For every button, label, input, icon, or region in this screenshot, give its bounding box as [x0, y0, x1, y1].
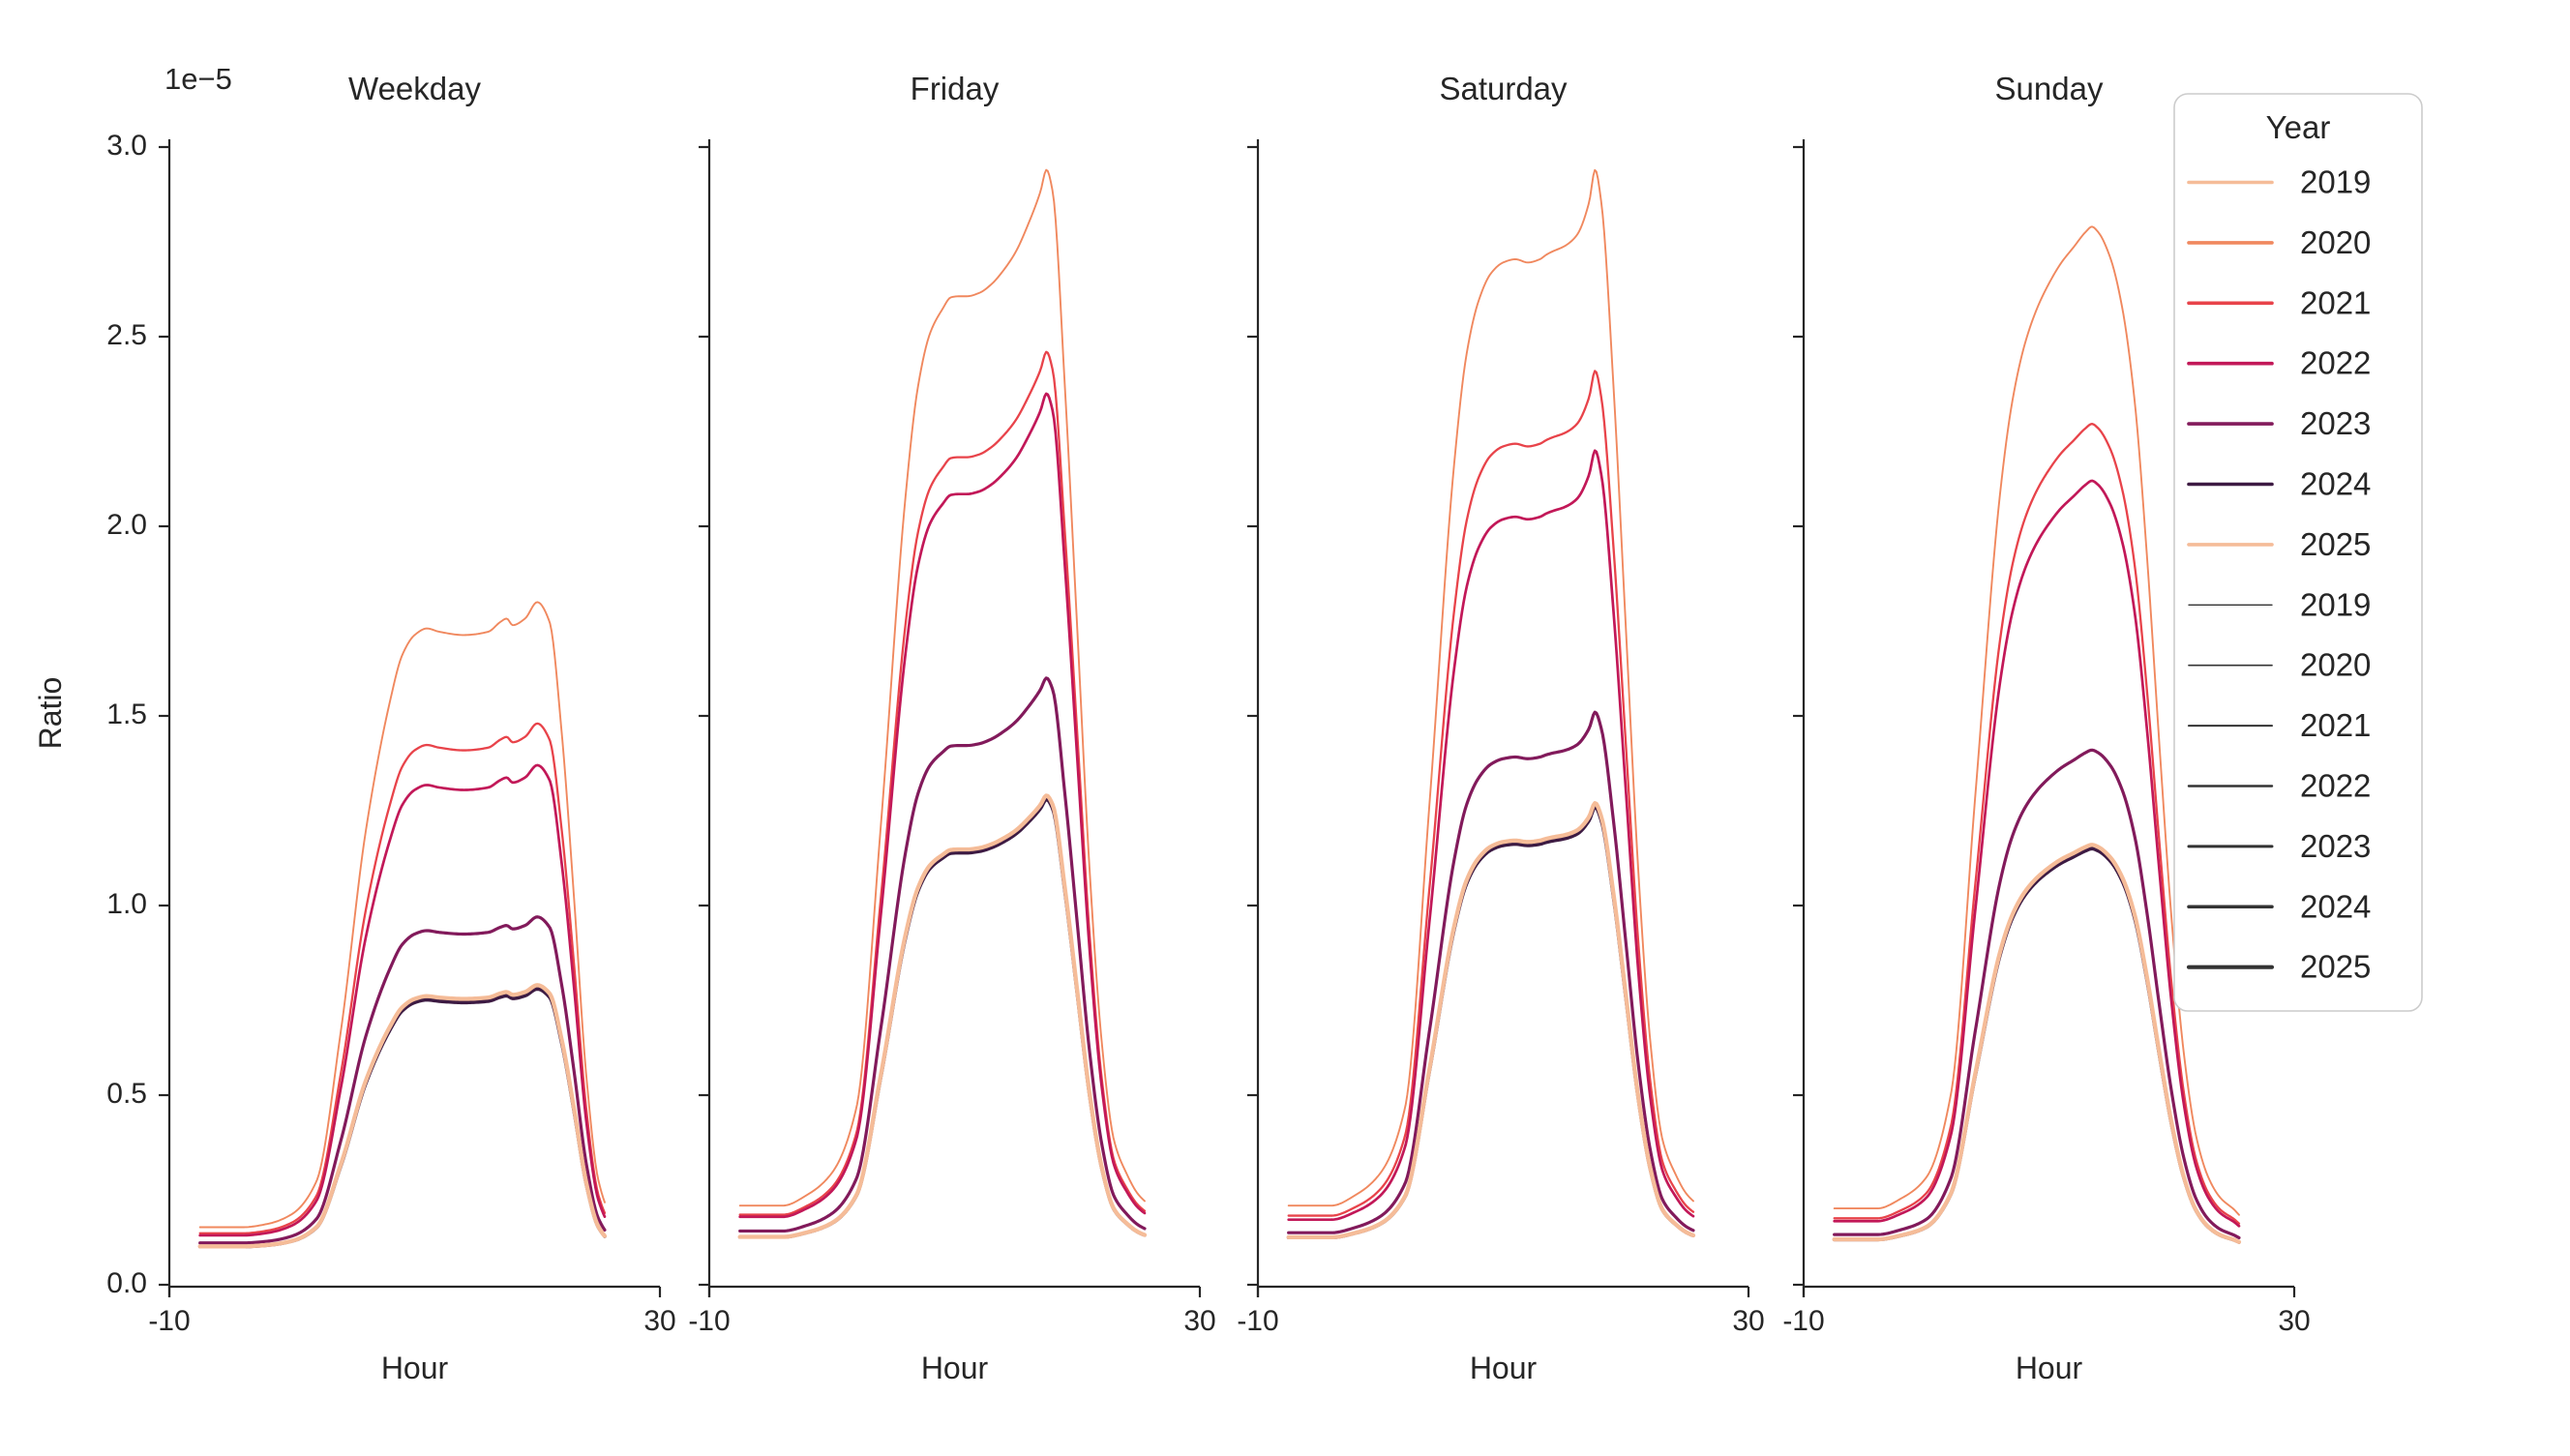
svg-text:Hour: Hour: [2016, 1351, 2083, 1385]
svg-text:Saturday: Saturday: [1439, 71, 1568, 106]
svg-text:Friday: Friday: [911, 71, 1000, 106]
svg-text:-10: -10: [688, 1305, 730, 1337]
svg-text:2.0: 2.0: [106, 509, 147, 541]
svg-text:-10: -10: [1237, 1305, 1278, 1337]
svg-text:2021: 2021: [2300, 284, 2371, 320]
svg-text:30: 30: [2278, 1305, 2310, 1337]
svg-text:-10: -10: [148, 1305, 190, 1337]
svg-text:30: 30: [1732, 1305, 1764, 1337]
svg-text:30: 30: [1183, 1305, 1215, 1337]
svg-text:2.5: 2.5: [106, 319, 147, 351]
svg-text:0.0: 0.0: [106, 1267, 147, 1299]
svg-text:-10: -10: [1782, 1305, 1824, 1337]
svg-text:2019: 2019: [2300, 586, 2371, 622]
svg-text:2020: 2020: [2300, 224, 2371, 260]
svg-text:2022: 2022: [2300, 768, 2371, 804]
svg-text:2022: 2022: [2300, 345, 2371, 381]
svg-text:Hour: Hour: [381, 1351, 449, 1385]
svg-text:2024: 2024: [2300, 466, 2371, 502]
svg-text:Hour: Hour: [1470, 1351, 1538, 1385]
svg-text:Sunday: Sunday: [1995, 71, 2104, 106]
svg-text:1.5: 1.5: [106, 698, 147, 730]
svg-text:2021: 2021: [2300, 707, 2371, 743]
svg-text:2023: 2023: [2300, 405, 2371, 441]
svg-text:2019: 2019: [2300, 164, 2371, 200]
svg-text:30: 30: [643, 1305, 675, 1337]
svg-text:Hour: Hour: [921, 1351, 989, 1385]
svg-text:Year: Year: [2266, 109, 2331, 145]
svg-text:1e−5: 1e−5: [164, 62, 232, 96]
svg-text:2020: 2020: [2300, 647, 2371, 683]
svg-text:Weekday: Weekday: [348, 71, 481, 106]
svg-text:2024: 2024: [2300, 888, 2371, 924]
svg-text:2025: 2025: [2300, 526, 2371, 562]
svg-text:3.0: 3.0: [106, 130, 147, 162]
svg-text:0.5: 0.5: [106, 1078, 147, 1110]
svg-text:2025: 2025: [2300, 949, 2371, 985]
svg-text:2023: 2023: [2300, 828, 2371, 864]
svg-text:Ratio: Ratio: [33, 677, 68, 750]
svg-text:1.0: 1.0: [106, 888, 147, 920]
